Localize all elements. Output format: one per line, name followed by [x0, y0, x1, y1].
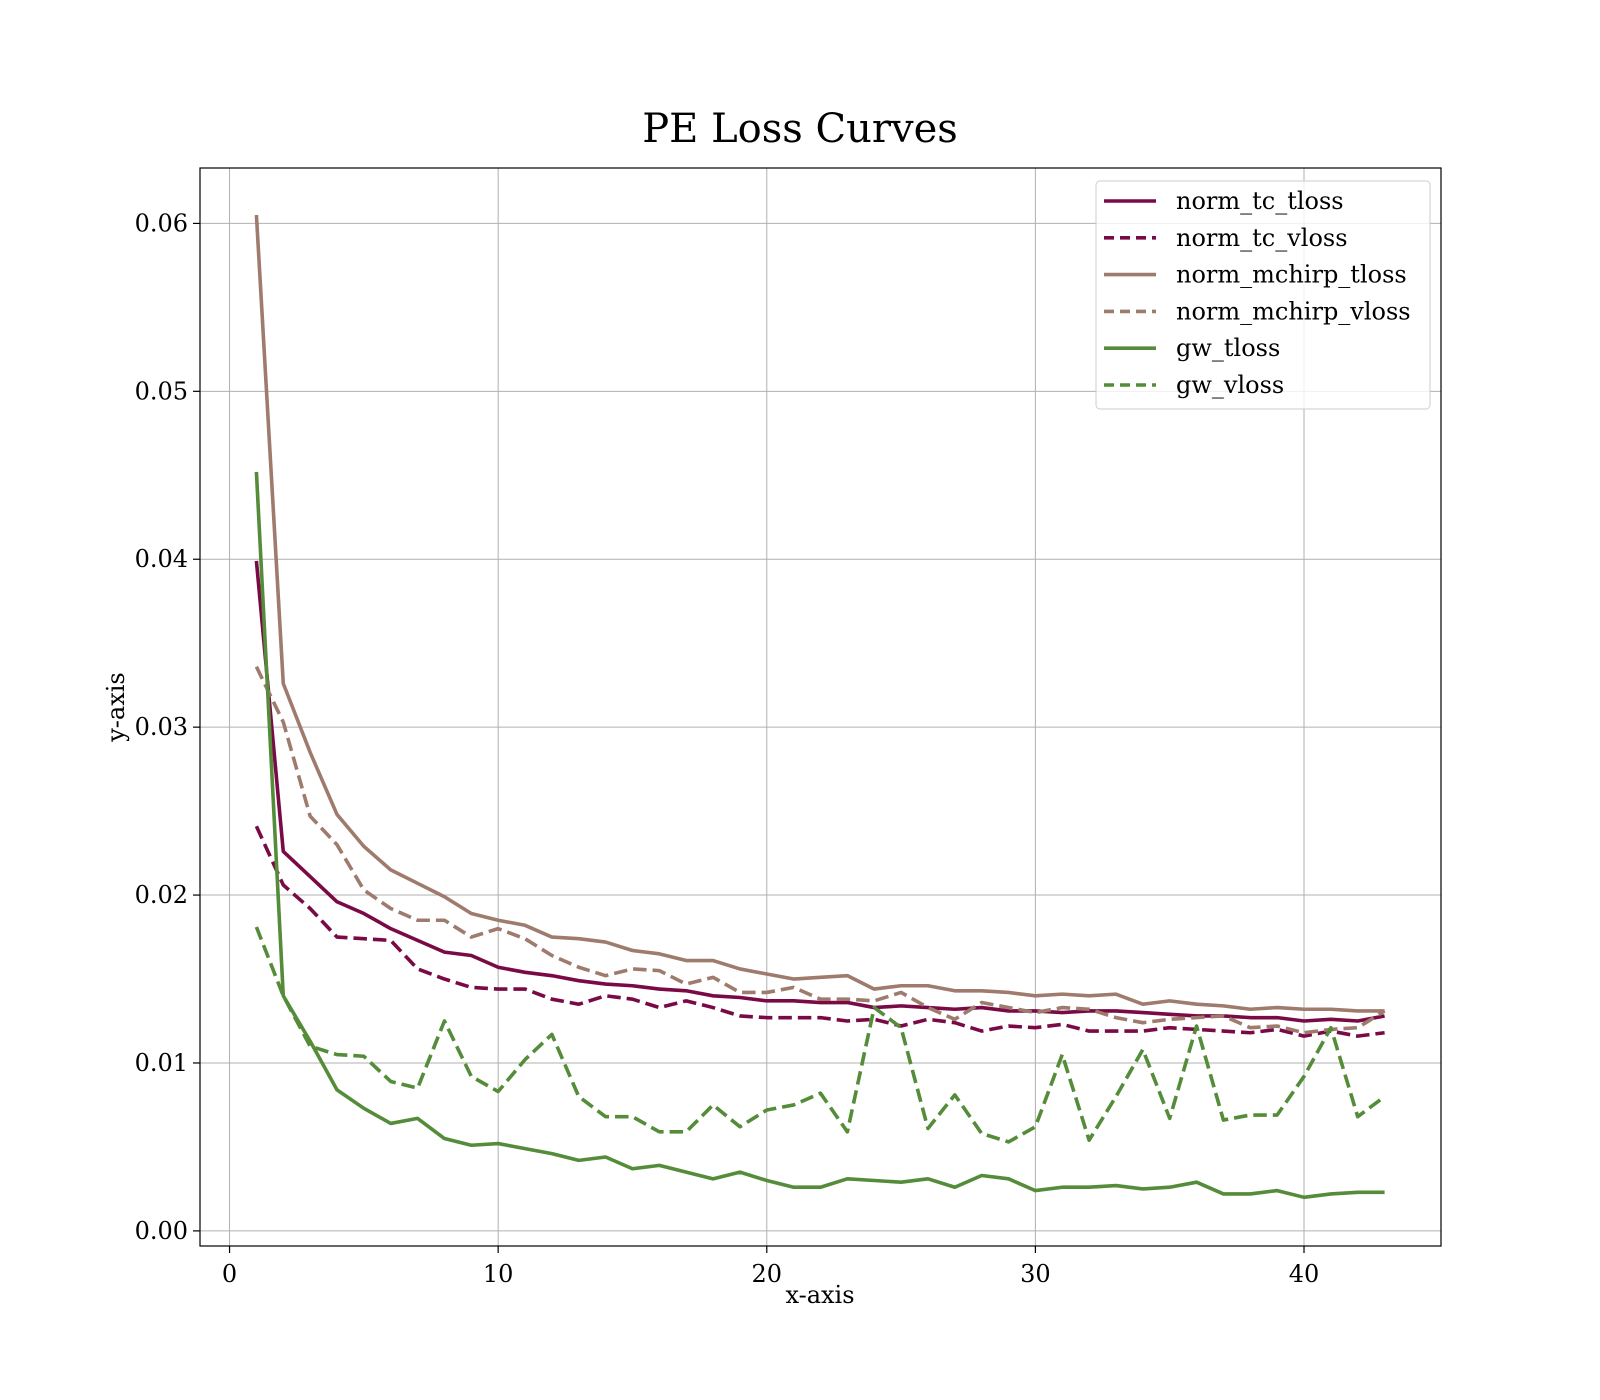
x-tick-label: 30	[1020, 1260, 1051, 1288]
y-tick-label: 0.06	[135, 209, 188, 237]
y-tick-label: 0.04	[135, 545, 188, 573]
series-line-norm-tc-tloss	[254, 560, 1385, 1023]
legend-label: gw_vloss	[1176, 371, 1284, 399]
x-axis-label: x-axis	[785, 1281, 854, 1309]
x-tick-label: 20	[752, 1260, 783, 1288]
legend-label: norm_mchirp_vloss	[1176, 297, 1411, 325]
x-tick-label: 10	[483, 1260, 514, 1288]
legend-label: norm_tc_vloss	[1176, 224, 1348, 252]
series-line-gw-vloss	[254, 926, 1386, 1144]
plot-frame	[199, 167, 1442, 1247]
y-tick-label: 0.02	[135, 881, 188, 909]
legend: norm_tc_tloss norm_tc_vloss norm_mchirp_tl…	[1095, 180, 1431, 410]
chart-title: PE Loss Curves	[642, 106, 958, 152]
series-line-norm-tc-vloss	[254, 825, 1385, 1038]
series-line-norm-mchirp-vloss	[254, 665, 1386, 1035]
plot-series	[254, 214, 1386, 1200]
y-tick-label: 0.03	[135, 713, 188, 741]
series-line-gw-tloss	[254, 471, 1385, 1200]
axis-ticks: 0 10 20 30 40 0.00 0.01 0.02 0.03 0.04 0.05 0.06	[135, 209, 1320, 1288]
legend-label: norm_tc_tloss	[1176, 187, 1344, 215]
y-tick-label: 0.05	[135, 377, 188, 405]
series-line-norm-mchirp-tloss	[254, 214, 1385, 1013]
y-axis-label: y-axis	[102, 672, 130, 743]
x-tick-label: 0	[222, 1260, 237, 1288]
x-tick-label: 40	[1289, 1260, 1320, 1288]
legend-label: gw_tloss	[1176, 334, 1280, 362]
y-tick-label: 0.01	[135, 1049, 188, 1077]
grid-lines	[200, 168, 1441, 1246]
legend-label: norm_mchirp_tloss	[1176, 261, 1407, 289]
y-tick-label: 0.00	[135, 1217, 188, 1245]
legend-box	[1095, 180, 1431, 410]
